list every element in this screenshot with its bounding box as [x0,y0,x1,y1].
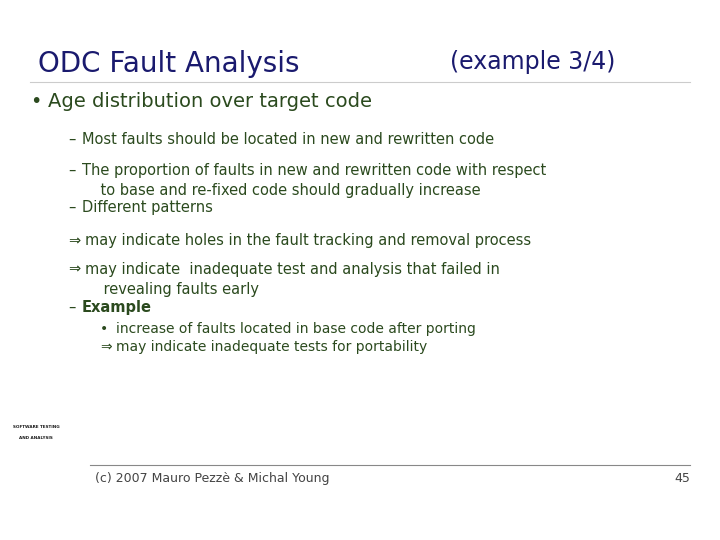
Text: AND ANALYSIS: AND ANALYSIS [19,436,53,440]
Text: ⇒: ⇒ [68,233,80,248]
Text: –: – [68,200,76,215]
Text: (c) 2007 Mauro Pezzè & Michal Young: (c) 2007 Mauro Pezzè & Michal Young [95,472,330,485]
Text: The proportion of faults in new and rewritten code with respect
    to base and : The proportion of faults in new and rewr… [82,163,546,198]
Text: increase of faults located in base code after porting: increase of faults located in base code … [116,322,476,336]
Text: Different patterns: Different patterns [82,200,213,215]
Text: ⇒: ⇒ [68,262,80,277]
Text: Age distribution over target code: Age distribution over target code [48,92,372,111]
Text: (example 3/4): (example 3/4) [450,50,616,74]
Text: –: – [68,132,76,147]
Text: ⇒: ⇒ [100,340,112,354]
Text: –: – [68,163,76,178]
Text: SOFTWARE TESTING: SOFTWARE TESTING [13,425,59,429]
Text: •: • [30,92,41,111]
Text: –: – [68,300,76,315]
Text: •: • [100,322,108,336]
Text: may indicate  inadequate test and analysis that failed in
    revealing faults e: may indicate inadequate test and analysi… [85,262,500,297]
Text: ODC Fault Analysis: ODC Fault Analysis [38,50,300,78]
Text: may indicate inadequate tests for portability: may indicate inadequate tests for portab… [116,340,427,354]
Text: Most faults should be located in new and rewritten code: Most faults should be located in new and… [82,132,494,147]
Text: 45: 45 [674,472,690,485]
Text: may indicate holes in the fault tracking and removal process: may indicate holes in the fault tracking… [85,233,531,248]
Text: Example: Example [82,300,152,315]
